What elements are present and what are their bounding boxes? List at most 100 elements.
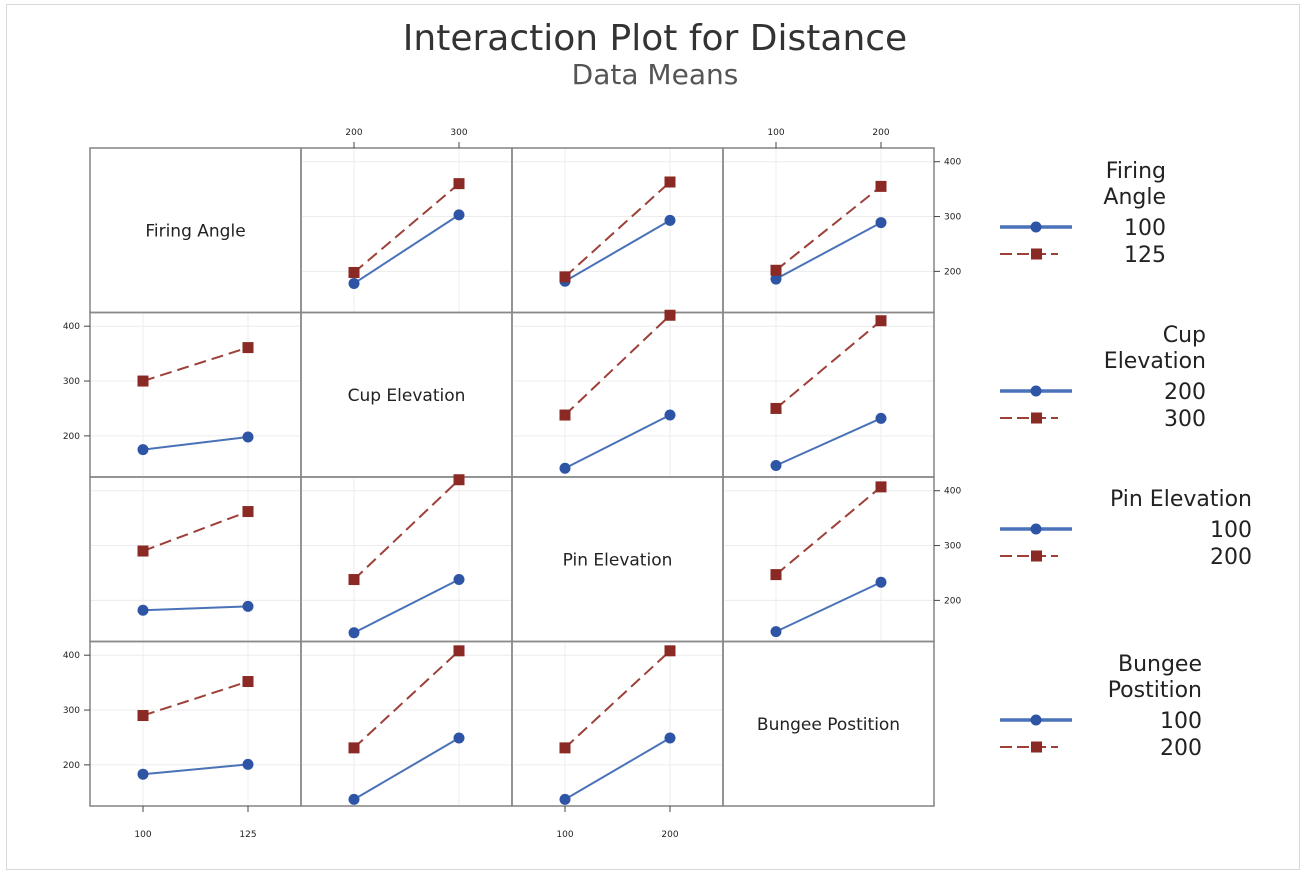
series-line-100 [775, 221, 882, 280]
series-line-200 [353, 479, 460, 581]
panel-0-0: Firing Angle [89, 147, 302, 314]
data-point [348, 266, 360, 278]
series-line-200 [353, 650, 460, 749]
x-tick-label: 200 [345, 128, 362, 138]
data-point [242, 600, 254, 612]
panel-border [511, 640, 724, 807]
y-tick-label: 200 [944, 267, 961, 277]
legend-level: 200 [1164, 380, 1206, 405]
series-line-300 [142, 346, 249, 382]
series-line-100 [142, 763, 249, 776]
panel-1-3 [722, 311, 935, 478]
legend-title: Cup [1163, 323, 1206, 348]
series-line-200 [775, 417, 882, 467]
x-tick-label: 200 [661, 830, 678, 840]
data-point [348, 742, 360, 754]
panel-3-2 [511, 640, 724, 807]
legend-level: 100 [1160, 709, 1202, 734]
legend-level: 200 [1210, 545, 1252, 570]
legend-title: Elevation [1104, 349, 1206, 374]
y-tick-label: 300 [63, 377, 80, 387]
x-tick-label: 200 [872, 128, 889, 138]
data-point [453, 178, 465, 190]
legend-title: Pin Elevation [1110, 487, 1252, 512]
panel-matrix: Firing Angle Cup Elevation Pin Elevation Bu… [63, 128, 962, 840]
panel-border [89, 640, 302, 807]
legend-marker [1031, 248, 1042, 260]
data-point [137, 768, 149, 780]
data-point [137, 710, 149, 722]
y-tick-label: 300 [944, 542, 961, 552]
data-point [664, 645, 676, 657]
chart-subtitle: Data Means [572, 58, 739, 91]
data-point [453, 732, 465, 744]
chart-title: Interaction Plot for Distance [403, 18, 907, 59]
panel-0-1 [300, 147, 513, 314]
series-line-100 [353, 214, 460, 285]
series-line-200 [142, 435, 249, 451]
panel-border [300, 476, 513, 643]
panel-2-0 [89, 476, 302, 643]
legend-title: Firing [1106, 159, 1166, 184]
data-point [664, 732, 676, 744]
series-line-100 [564, 737, 671, 801]
data-point [348, 627, 360, 639]
panel-border [300, 640, 513, 807]
legend-marker [1030, 523, 1042, 535]
legend-level: 125 [1124, 243, 1166, 268]
legend-title: Bungee [1118, 652, 1202, 677]
x-tick-label: 125 [239, 830, 256, 840]
panel-border [300, 147, 513, 314]
legend-marker [1030, 221, 1042, 233]
panel-2-1 [300, 474, 513, 643]
data-point [770, 273, 782, 285]
legend-marker [1030, 385, 1042, 397]
series-line-125 [564, 181, 671, 278]
panel-3-1 [300, 640, 513, 807]
data-point [559, 793, 571, 805]
data-point [453, 645, 465, 657]
panel-1-2 [511, 309, 724, 478]
data-point [137, 545, 149, 557]
y-tick-label: 300 [63, 706, 80, 716]
x-tick-label: 100 [556, 830, 573, 840]
data-point [453, 209, 465, 221]
series-line-200 [564, 414, 671, 470]
series-line-200 [142, 510, 249, 552]
y-tick-label: 400 [944, 487, 961, 497]
y-tick-label: 200 [944, 596, 961, 606]
series-line-100 [353, 737, 460, 801]
data-point [242, 758, 254, 770]
series-line-125 [353, 182, 460, 274]
panel-2-2: Pin Elevation [511, 476, 724, 643]
legend-marker [1031, 741, 1042, 753]
data-point [559, 271, 571, 283]
diagonal-label-2: Pin Elevation [563, 550, 673, 570]
legend-level: 200 [1160, 736, 1202, 761]
y-tick-label: 400 [63, 322, 80, 332]
panel-1-1: Cup Elevation [300, 311, 513, 478]
data-point [348, 793, 360, 805]
diagonal-label-0: Firing Angle [145, 221, 245, 241]
legend-marker [1031, 412, 1042, 424]
panel-0-2 [511, 147, 724, 314]
panel-border [89, 476, 302, 643]
data-point [875, 576, 887, 588]
x-tick-label: 100 [767, 128, 784, 138]
data-point [875, 217, 887, 229]
panel-border [722, 147, 935, 314]
data-point [453, 574, 465, 586]
y-tick-label: 400 [63, 651, 80, 661]
y-tick-label: 300 [944, 213, 961, 223]
panel-3-3: Bungee Postition [722, 640, 935, 807]
data-point [348, 574, 360, 586]
series-line-200 [142, 680, 249, 717]
legend-level: 300 [1164, 407, 1206, 432]
legend-title: Postition [1108, 678, 1202, 703]
series-line-100 [142, 605, 249, 612]
panel-0-3 [722, 147, 935, 314]
diagonal-label-3: Bungee Postition [757, 715, 900, 735]
